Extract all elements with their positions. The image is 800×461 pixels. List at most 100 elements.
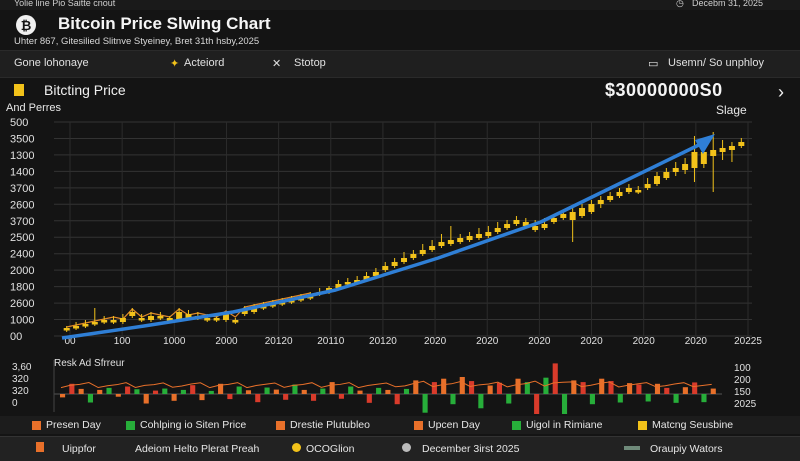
- trend-arrow-line: [61, 140, 706, 340]
- volume-bar: [143, 394, 149, 404]
- candle-body: [710, 150, 717, 156]
- footer-item-3[interactable]: OCOGlion: [306, 443, 355, 455]
- legend-item[interactable]: Uigol in Rimiane: [526, 419, 603, 431]
- candle-body: [560, 214, 567, 218]
- toolbar-right-item[interactable]: Usemn/ So unphloy: [668, 57, 764, 69]
- candle-body: [447, 240, 454, 244]
- volume-bar: [599, 378, 605, 394]
- candle-body: [372, 272, 379, 276]
- toolbar-mid-item[interactable]: Acteiord: [184, 57, 225, 69]
- volume-bar: [208, 390, 214, 394]
- candle-body: [438, 242, 445, 246]
- volume-bar: [673, 394, 679, 403]
- candle-body: [63, 328, 70, 331]
- y-tick-label: 2600: [10, 199, 34, 211]
- volume-bar: [366, 394, 372, 403]
- candle-body: [419, 250, 426, 254]
- volume-bar: [87, 394, 93, 403]
- menu-icon[interactable]: ▭: [648, 58, 659, 70]
- candle-body: [241, 310, 248, 314]
- footer-item-4[interactable]: December 3irst 2025: [422, 443, 520, 455]
- footer-bar-icon: [624, 446, 640, 450]
- volume-bar: [218, 383, 224, 394]
- volume-bar: [134, 389, 140, 394]
- legend-item[interactable]: Cohlping io Siten Price: [140, 419, 247, 431]
- sub-y-tick-right: 200: [734, 375, 751, 386]
- volume-bar: [682, 387, 688, 394]
- toolbar-tool-item[interactable]: Stotop: [294, 57, 326, 69]
- candle-body: [588, 204, 595, 212]
- volume-bar: [190, 385, 196, 394]
- volume-bar: [552, 363, 558, 394]
- y-tick-label: 00: [10, 331, 22, 343]
- candle-body: [222, 314, 229, 320]
- y-tick-label: 3700: [10, 183, 34, 195]
- stage-label: Slage: [716, 103, 747, 117]
- volume-bar: [524, 382, 530, 394]
- price-chart: 500 3500 1300 1400 3700 2600 3700 2500 2400 2000 1…: [10, 117, 762, 346]
- legend-item[interactable]: Upcen Day: [428, 419, 480, 431]
- candle-body: [466, 236, 473, 240]
- y-axis-caption: And Perres: [6, 102, 62, 114]
- volume-bar: [357, 390, 363, 394]
- volume-bar: [469, 381, 475, 394]
- candle-body: [297, 298, 304, 301]
- volume-bar: [301, 389, 307, 394]
- candle-body: [429, 246, 436, 250]
- candle-body: [513, 220, 520, 224]
- candle-body: [700, 152, 707, 164]
- y-tick-label: 500: [10, 117, 28, 129]
- candle-body: [475, 234, 482, 238]
- volume-bar: [636, 384, 642, 394]
- footer-item-5[interactable]: Oraupiy Wators: [650, 443, 723, 455]
- chevron-right-icon[interactable]: ›: [778, 82, 784, 102]
- candle-body: [110, 320, 117, 323]
- sub-y-tick-right: 100: [734, 363, 751, 374]
- volume-bar: [385, 389, 391, 394]
- candle-body: [288, 300, 295, 303]
- candle-body: [682, 164, 689, 170]
- page-title: Bitcoin Price Slwing Chart: [58, 14, 271, 33]
- candle-body: [251, 308, 258, 312]
- candle-body: [738, 142, 745, 146]
- toolbar-left-item[interactable]: Gone lohonaye: [14, 57, 89, 69]
- candle-body: [663, 172, 670, 178]
- legend-swatch: [32, 421, 41, 430]
- legend-swatch: [126, 421, 135, 430]
- volume-bar: [329, 382, 335, 394]
- series-swatch: [14, 84, 24, 96]
- footer-item-2[interactable]: Adeiom Helto Plerat Preah: [135, 443, 260, 455]
- volume-bar: [180, 389, 186, 394]
- candle-body: [354, 280, 361, 283]
- volume-bar: [701, 394, 707, 403]
- candle-body: [728, 146, 735, 150]
- x-tick-label: 2020: [580, 336, 603, 346]
- arrow-head-icon: [694, 134, 715, 154]
- x-tick-label: 20225: [734, 336, 762, 346]
- volume-bar: [106, 387, 112, 394]
- legend-item[interactable]: Presen Day: [46, 419, 101, 431]
- candle-body: [504, 224, 511, 228]
- volume-bar: [78, 388, 84, 394]
- volume-bar: [376, 387, 382, 394]
- footer-dot-icon: [292, 443, 301, 452]
- candle-body: [82, 324, 89, 327]
- candle-body: [185, 314, 192, 318]
- volume-bar: [515, 378, 521, 394]
- candle-body: [307, 296, 314, 299]
- candle-body: [644, 184, 651, 188]
- candle-body: [691, 152, 698, 168]
- footer-item-1[interactable]: Uippfor: [62, 443, 96, 455]
- legend-item[interactable]: Matcng Seusbine: [652, 419, 734, 431]
- legend-item[interactable]: Drestie Plutubleo: [290, 419, 370, 431]
- candle-body: [363, 276, 370, 280]
- y-tick-label: 1400: [10, 166, 34, 178]
- candle-body: [719, 148, 726, 152]
- candle-body: [635, 190, 642, 193]
- y-tick-label: 3700: [10, 216, 34, 228]
- volume-bar: [496, 382, 503, 394]
- candle-body: [279, 302, 286, 305]
- candle-body: [541, 224, 548, 228]
- sub-y-tick-left: 3,60: [12, 362, 32, 373]
